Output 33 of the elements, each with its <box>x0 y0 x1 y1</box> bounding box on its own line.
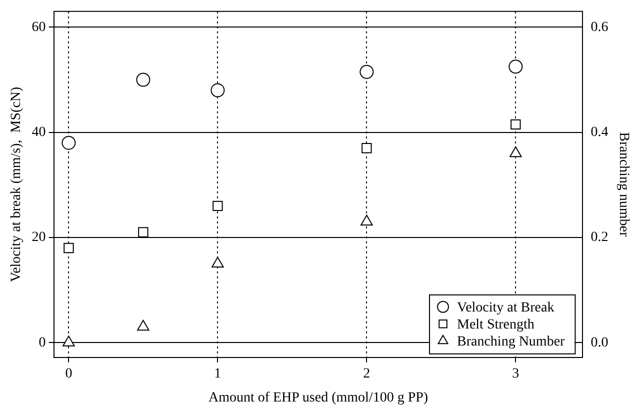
point <box>360 214 373 226</box>
point <box>360 64 374 79</box>
x-tick-label: 0 <box>65 366 72 382</box>
point <box>212 256 224 268</box>
x-tick-label: 2 <box>363 366 370 382</box>
point <box>510 119 521 130</box>
y2-tick-label: 0.6 <box>590 20 608 35</box>
legend-label: Melt Strength <box>457 318 534 333</box>
point <box>138 227 148 238</box>
point <box>64 242 74 254</box>
y2-tick-label: 0.2 <box>590 230 608 246</box>
point <box>362 143 372 154</box>
point <box>212 200 223 212</box>
point <box>210 83 225 98</box>
x-tick-label: 3 <box>512 366 520 382</box>
legend-label: Velocity at Break <box>457 300 554 316</box>
y-tick-label: 0 <box>38 335 46 350</box>
y-tick-label: 40 <box>32 125 46 140</box>
y2-tick-label: 0.4 <box>590 125 608 140</box>
y2-tick-label: 0.0 <box>590 335 608 350</box>
x-axis-title: Amount of EHP used (mmol/100 g PP) <box>208 390 428 406</box>
point <box>508 60 523 74</box>
y-tick-label: 20 <box>32 230 46 246</box>
point <box>137 320 150 331</box>
legend-label: Branching Number <box>457 334 566 350</box>
y-axis-title: Velocity at break (mm/s), MS(cN) <box>9 86 24 282</box>
point <box>136 72 150 87</box>
y-tick-label: 60 <box>32 20 46 35</box>
point <box>510 146 522 158</box>
y2-axis-title: Branching number <box>616 132 631 238</box>
x-tick-label: 1 <box>214 366 222 382</box>
point <box>62 336 75 346</box>
point <box>62 136 76 150</box>
